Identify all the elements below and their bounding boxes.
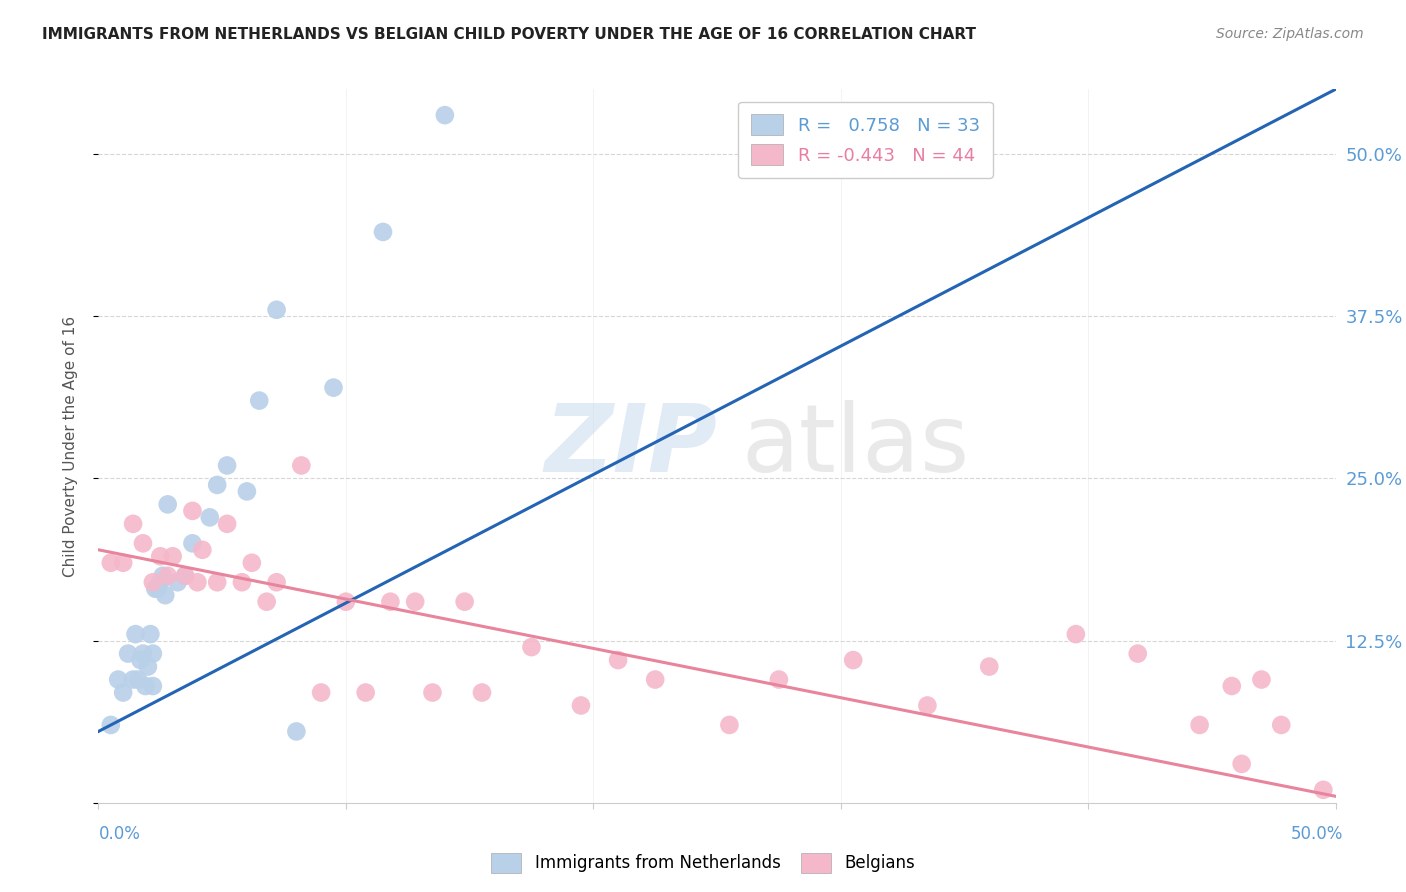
Point xyxy=(335,595,357,609)
Point xyxy=(174,568,197,582)
Point xyxy=(181,536,204,550)
Point xyxy=(132,647,155,661)
Point xyxy=(433,108,456,122)
Text: ZIP: ZIP xyxy=(544,400,717,492)
Point xyxy=(917,698,939,713)
Point xyxy=(290,458,312,473)
Point xyxy=(146,582,169,596)
Point xyxy=(266,575,288,590)
Point xyxy=(129,653,152,667)
Text: 0.0%: 0.0% xyxy=(98,825,141,843)
Point xyxy=(371,225,394,239)
Text: atlas: atlas xyxy=(742,400,970,492)
Point xyxy=(217,458,239,473)
Text: 50.0%: 50.0% xyxy=(1291,825,1343,843)
Point xyxy=(231,575,253,590)
Text: IMMIGRANTS FROM NETHERLANDS VS BELGIAN CHILD POVERTY UNDER THE AGE OF 16 CORRELA: IMMIGRANTS FROM NETHERLANDS VS BELGIAN C… xyxy=(42,27,976,42)
Point xyxy=(122,516,145,531)
Point xyxy=(217,516,239,531)
Point xyxy=(166,575,188,590)
Text: Source: ZipAtlas.com: Source: ZipAtlas.com xyxy=(1216,27,1364,41)
Point xyxy=(136,659,159,673)
Point xyxy=(1230,756,1253,771)
Point xyxy=(842,653,865,667)
Point xyxy=(979,659,1001,673)
Point xyxy=(1312,782,1334,797)
Point xyxy=(205,575,228,590)
Point xyxy=(162,549,184,564)
Point xyxy=(124,627,146,641)
Point xyxy=(127,673,149,687)
Point xyxy=(100,556,122,570)
Point xyxy=(112,685,135,699)
Point xyxy=(422,685,444,699)
Point xyxy=(205,478,228,492)
Point xyxy=(404,595,426,609)
Point xyxy=(134,679,156,693)
Point xyxy=(285,724,308,739)
Point xyxy=(256,595,278,609)
Point xyxy=(174,568,197,582)
Point xyxy=(354,685,377,699)
Point xyxy=(132,536,155,550)
Point xyxy=(1188,718,1211,732)
Point xyxy=(149,575,172,590)
Point xyxy=(380,595,402,609)
Point xyxy=(1064,627,1087,641)
Point xyxy=(117,647,139,661)
Point xyxy=(768,673,790,687)
Point xyxy=(607,653,630,667)
Point xyxy=(181,504,204,518)
Point xyxy=(155,588,177,602)
Point xyxy=(240,556,263,570)
Legend: R =   0.758   N = 33, R = -0.443   N = 44: R = 0.758 N = 33, R = -0.443 N = 44 xyxy=(738,102,993,178)
Point xyxy=(471,685,494,699)
Point xyxy=(100,718,122,732)
Point xyxy=(156,568,179,582)
Legend: Immigrants from Netherlands, Belgians: Immigrants from Netherlands, Belgians xyxy=(485,847,921,880)
Point xyxy=(1250,673,1272,687)
Point xyxy=(191,542,214,557)
Point xyxy=(139,627,162,641)
Point xyxy=(156,497,179,511)
Point xyxy=(266,302,288,317)
Point xyxy=(520,640,543,654)
Point xyxy=(152,568,174,582)
Point xyxy=(1220,679,1243,693)
Point xyxy=(322,381,344,395)
Point xyxy=(107,673,129,687)
Point xyxy=(142,679,165,693)
Point xyxy=(142,647,165,661)
Point xyxy=(198,510,221,524)
Point xyxy=(453,595,475,609)
Point xyxy=(718,718,741,732)
Point xyxy=(1126,647,1149,661)
Point xyxy=(143,582,166,596)
Point xyxy=(309,685,332,699)
Point xyxy=(186,575,208,590)
Point xyxy=(149,549,172,564)
Point xyxy=(644,673,666,687)
Point xyxy=(122,673,145,687)
Point xyxy=(142,575,165,590)
Point xyxy=(247,393,270,408)
Point xyxy=(1270,718,1292,732)
Point xyxy=(569,698,592,713)
Y-axis label: Child Poverty Under the Age of 16: Child Poverty Under the Age of 16 xyxy=(63,316,77,576)
Point xyxy=(112,556,135,570)
Point xyxy=(236,484,259,499)
